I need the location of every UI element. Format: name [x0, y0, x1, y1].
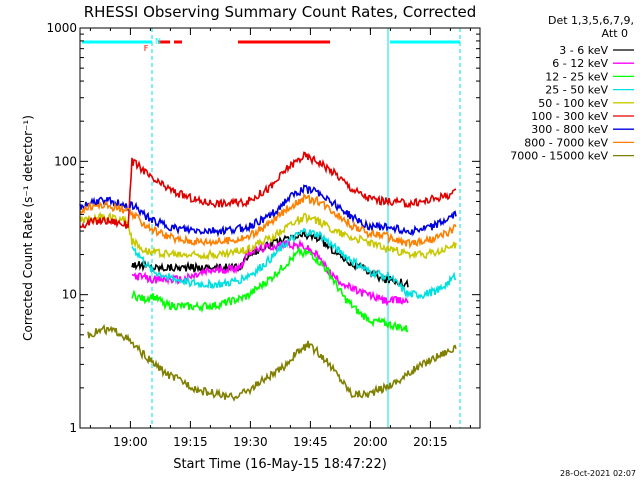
legend-label: 800 - 7000 keV — [524, 136, 608, 149]
x-tick-label: 20:15 — [413, 435, 448, 449]
x-tick-label: 19:00 — [113, 435, 148, 449]
legend-label: 3 - 6 keV — [559, 44, 608, 57]
flag-label-0: F — [144, 44, 149, 53]
y-tick-label: 1 — [69, 421, 77, 435]
y-tick-label: 1000 — [46, 21, 77, 35]
plot-series — [79, 151, 457, 402]
x-tick-label: 19:30 — [233, 435, 268, 449]
axes: 19:00 19:15 19:30 19:45 20:00 20:15 1 10 100 1000 — [46, 21, 480, 449]
y-tick-label: 10 — [62, 288, 77, 302]
series-line-2 — [131, 246, 409, 333]
flag-bars: FN — [82, 37, 460, 53]
legend-label: 25 - 50 keV — [545, 84, 608, 97]
series-line-6 — [79, 184, 457, 238]
legend-label: 7000 - 15000 keV — [510, 150, 608, 163]
legend-label: 300 - 800 keV — [531, 123, 608, 136]
legend-header-line-2: Att 0 — [602, 27, 628, 40]
legend-label: 6 - 12 keV — [552, 57, 608, 70]
y-tick-label: 100 — [54, 154, 77, 168]
series-line-7 — [79, 192, 457, 250]
series-line-5 — [79, 151, 457, 229]
legend-header-line-1: Det 1,3,5,6,7,9, — [548, 14, 634, 27]
x-tick-label: 20:00 — [353, 435, 388, 449]
x-axis-label: Start Time (16-May-15 18:47:22) — [173, 457, 387, 472]
plot-frame — [79, 27, 481, 429]
timestamp: 28-Oct-2021 02:07 — [560, 469, 636, 478]
flag-label-1: N — [155, 37, 161, 46]
night-boundaries — [79, 28, 461, 428]
x-tick-label: 19:45 — [293, 435, 328, 449]
chart-title: RHESSI Observing Summary Count Rates, Co… — [84, 3, 477, 21]
legend-label: 12 - 25 keV — [545, 70, 608, 83]
series-line-1 — [131, 238, 409, 307]
x-tick-label: 19:15 — [173, 435, 208, 449]
legend-label: 100 - 300 keV — [531, 110, 608, 123]
series-line-8 — [87, 323, 457, 402]
series-line-3 — [131, 227, 457, 300]
series-line-4 — [79, 211, 457, 261]
legend-label: 50 - 100 keV — [538, 97, 608, 110]
y-axis-label: Corrected Count Rate (s⁻¹ detector⁻¹) — [21, 115, 35, 341]
